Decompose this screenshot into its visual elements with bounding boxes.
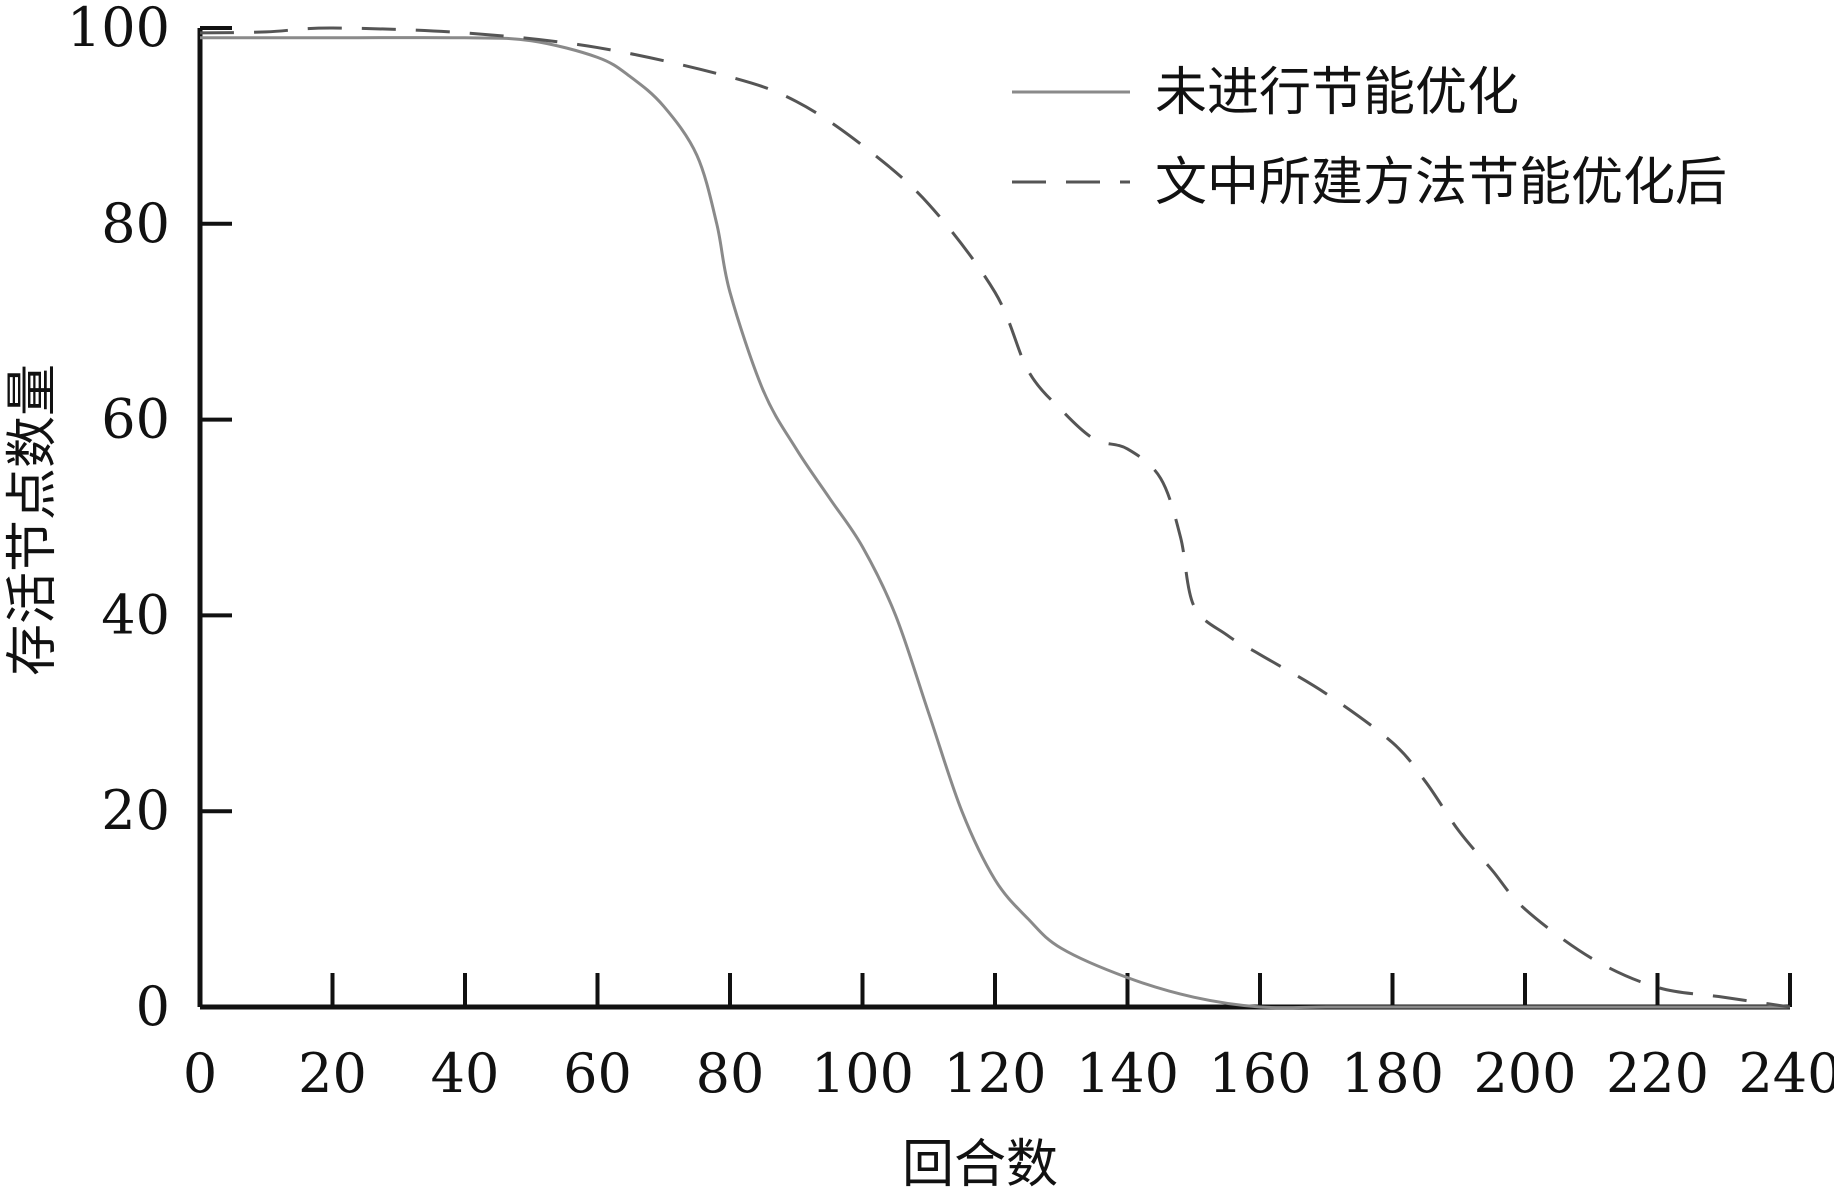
y-tick-label: 80 xyxy=(101,192,170,255)
x-tick-label: 220 xyxy=(1606,1042,1709,1105)
x-tick-label: 100 xyxy=(811,1042,914,1105)
y-tick-label: 0 xyxy=(136,975,170,1038)
y-tick-label: 100 xyxy=(67,0,170,59)
x-tick-label: 200 xyxy=(1473,1042,1576,1105)
y-tick-label: 60 xyxy=(101,388,170,451)
x-axis-title: 回合数 xyxy=(902,1135,1058,1195)
y-tick-label: 40 xyxy=(101,583,170,646)
x-tick-label: 140 xyxy=(1076,1042,1179,1105)
x-tick-label: 160 xyxy=(1208,1042,1311,1105)
x-tick-label: 0 xyxy=(183,1042,217,1105)
series-layer xyxy=(199,26,1791,1010)
x-tick-label: 180 xyxy=(1341,1042,1444,1105)
series-line-1 xyxy=(199,36,1790,1010)
y-tick-label: 20 xyxy=(101,779,170,842)
x-tick-label: 60 xyxy=(563,1042,632,1105)
x-tick-label: 20 xyxy=(298,1042,367,1105)
x-tick-label: 80 xyxy=(696,1042,765,1105)
x-axis-ticks: 0 20 40 60 80 100 120 140 160 180 200 220 240 xyxy=(183,973,1834,1105)
y-axis-title: 存活节点数量 xyxy=(3,364,63,676)
x-tick-label: 240 xyxy=(1738,1042,1834,1105)
x-tick-label: 120 xyxy=(943,1042,1046,1105)
x-tick-label: 40 xyxy=(431,1042,500,1105)
y-axis-ticks: 0 20 40 60 80 100 xyxy=(67,0,232,1038)
legend-label-2: 文中所建方法节能优化后 xyxy=(1155,153,1727,213)
series-line-2 xyxy=(199,26,1791,1009)
legend-label-1: 未进行节能优化 xyxy=(1155,63,1519,123)
